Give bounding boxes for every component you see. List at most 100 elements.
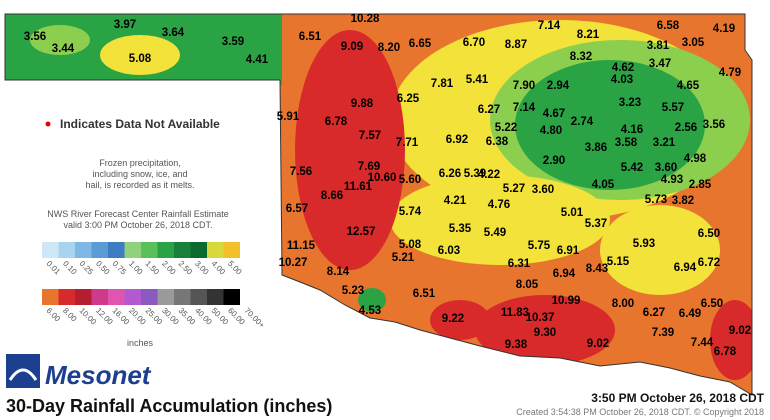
- station-value: 7.14: [513, 102, 536, 114]
- station-value: 5.49: [484, 227, 506, 239]
- station-value: 9.09: [341, 41, 363, 53]
- created-note: Created 3:54:38 PM October 26, 2018 CDT.…: [516, 407, 764, 417]
- scale-swatch: [141, 289, 158, 305]
- scale-swatch: [91, 289, 108, 305]
- station-value: 6.94: [674, 262, 697, 274]
- scale-label: 8.00: [61, 306, 79, 324]
- station-value: 2.74: [571, 116, 594, 128]
- station-value: 6.78: [325, 116, 348, 128]
- scale-label: 0.10: [61, 259, 79, 277]
- station-value: 7.14: [538, 20, 561, 32]
- station-value: 6.65: [409, 38, 432, 50]
- station-value: 6.94: [553, 268, 576, 280]
- station-value: 5.22: [495, 122, 517, 134]
- station-labels: 3.56 3.97 3.64 3.44 5.08 3.594.41 10.28 6.51 9.0…: [24, 13, 751, 358]
- station-value: 7.90: [513, 80, 535, 92]
- scale-swatch: [174, 242, 191, 258]
- station-value: 8.43: [586, 263, 608, 275]
- station-value: 3.82: [672, 195, 694, 207]
- station-value: 3.58: [615, 137, 638, 149]
- station-value: 8.21: [577, 29, 600, 41]
- station-value: 2.85: [689, 179, 712, 191]
- station-value: 3.56: [703, 119, 725, 131]
- station-value: 6.51: [413, 288, 436, 300]
- station-value: 4.93: [661, 174, 683, 186]
- station-value: 11.83: [501, 307, 529, 319]
- scale-swatch: [141, 242, 158, 258]
- station-value: 8.66: [321, 190, 343, 202]
- scale-swatch: [157, 242, 174, 258]
- station-value: 7.81: [431, 78, 454, 90]
- station-value: 4.05: [592, 179, 615, 191]
- station-value: 4.65: [677, 80, 700, 92]
- color-scale: 0.01 0.10 0.25 0.50 0.75 1.00 1.50 2.00 2.50 3.00…: [42, 242, 267, 330]
- scale-swatch: [91, 242, 108, 258]
- scale-swatch: [58, 242, 75, 258]
- station-value: 3.56: [24, 31, 46, 43]
- scale-label: 5.00: [226, 259, 244, 277]
- scale-swatch: [42, 289, 59, 305]
- station-value: 5.57: [662, 102, 684, 114]
- scale-label: 0.01: [45, 259, 63, 277]
- scale-swatch: [174, 289, 191, 305]
- scale-label: 30.00: [160, 306, 181, 327]
- scale-swatch: [108, 289, 125, 305]
- logo-text: Mesonet: [45, 360, 152, 390]
- missing-marker: [45, 121, 51, 127]
- scale-swatch: [108, 242, 125, 258]
- station-value: 8.00: [612, 298, 634, 310]
- logo: Mesonet: [6, 354, 152, 390]
- scale-swatch: [190, 289, 207, 305]
- scale-label: 0.50: [94, 259, 112, 277]
- station-value: 5.37: [585, 218, 607, 230]
- scale-label: 2.50: [177, 259, 195, 277]
- station-value: 4.67: [543, 108, 565, 120]
- station-value: 5.27: [503, 183, 525, 195]
- scale-label: 6.00: [45, 306, 63, 324]
- station-value: 5.21: [392, 252, 415, 264]
- scale-label: 50.00: [210, 306, 231, 327]
- scale-swatch: [207, 242, 224, 258]
- station-value: 3.05: [682, 37, 705, 49]
- station-value: 8.05: [516, 279, 539, 291]
- scale-label: 60.00: [226, 306, 247, 327]
- station-value: 6.58: [657, 20, 680, 32]
- station-value: 9.02: [587, 338, 609, 350]
- station-value: 4.80: [540, 125, 562, 137]
- scale-swatch: [207, 289, 224, 305]
- station-value: 6.27: [478, 104, 500, 116]
- station-value: 6.27: [643, 307, 665, 319]
- station-value: 9.02: [729, 325, 751, 337]
- station-value: 6.38: [486, 136, 509, 148]
- station-value: 4.79: [719, 67, 741, 79]
- station-value: 3.60: [655, 162, 677, 174]
- estimate-note: valid 3:00 PM October 26, 2018 CDT.: [63, 220, 212, 230]
- station-value: 6.57: [286, 203, 308, 215]
- scale-label: 25.00: [144, 306, 165, 327]
- station-value: 5.15: [607, 256, 630, 268]
- station-value: 3.60: [532, 184, 554, 196]
- station-value: 7.71: [396, 137, 419, 149]
- station-value: 6.91: [557, 245, 580, 257]
- station-value: 2.94: [547, 80, 570, 92]
- scale-swatch: [190, 242, 207, 258]
- frozen-note: Frozen precipitation,: [99, 158, 181, 168]
- station-value: 5.41: [466, 74, 489, 86]
- frozen-note: including snow, ice, and: [92, 169, 187, 179]
- scale-label: 10.00: [78, 306, 99, 327]
- station-value: 7.69: [358, 161, 380, 173]
- scale-label: 35.00: [177, 306, 198, 327]
- scale-swatch: [58, 289, 75, 305]
- scale-swatch: [75, 242, 92, 258]
- scale-swatch: [75, 289, 92, 305]
- station-value: 5.75: [528, 240, 551, 252]
- station-value: 5.73: [645, 194, 667, 206]
- station-value: 3.21: [653, 137, 676, 149]
- station-value: 9.30: [534, 327, 556, 339]
- station-value: 3.44: [52, 43, 75, 55]
- estimate-note: NWS River Forecast Center Rainfall Estim…: [47, 209, 229, 219]
- scale-label: 16.00: [111, 306, 132, 327]
- map-time: 3:50 PM October 26, 2018 CDT: [591, 391, 764, 405]
- scale-label: 0.25: [78, 259, 96, 277]
